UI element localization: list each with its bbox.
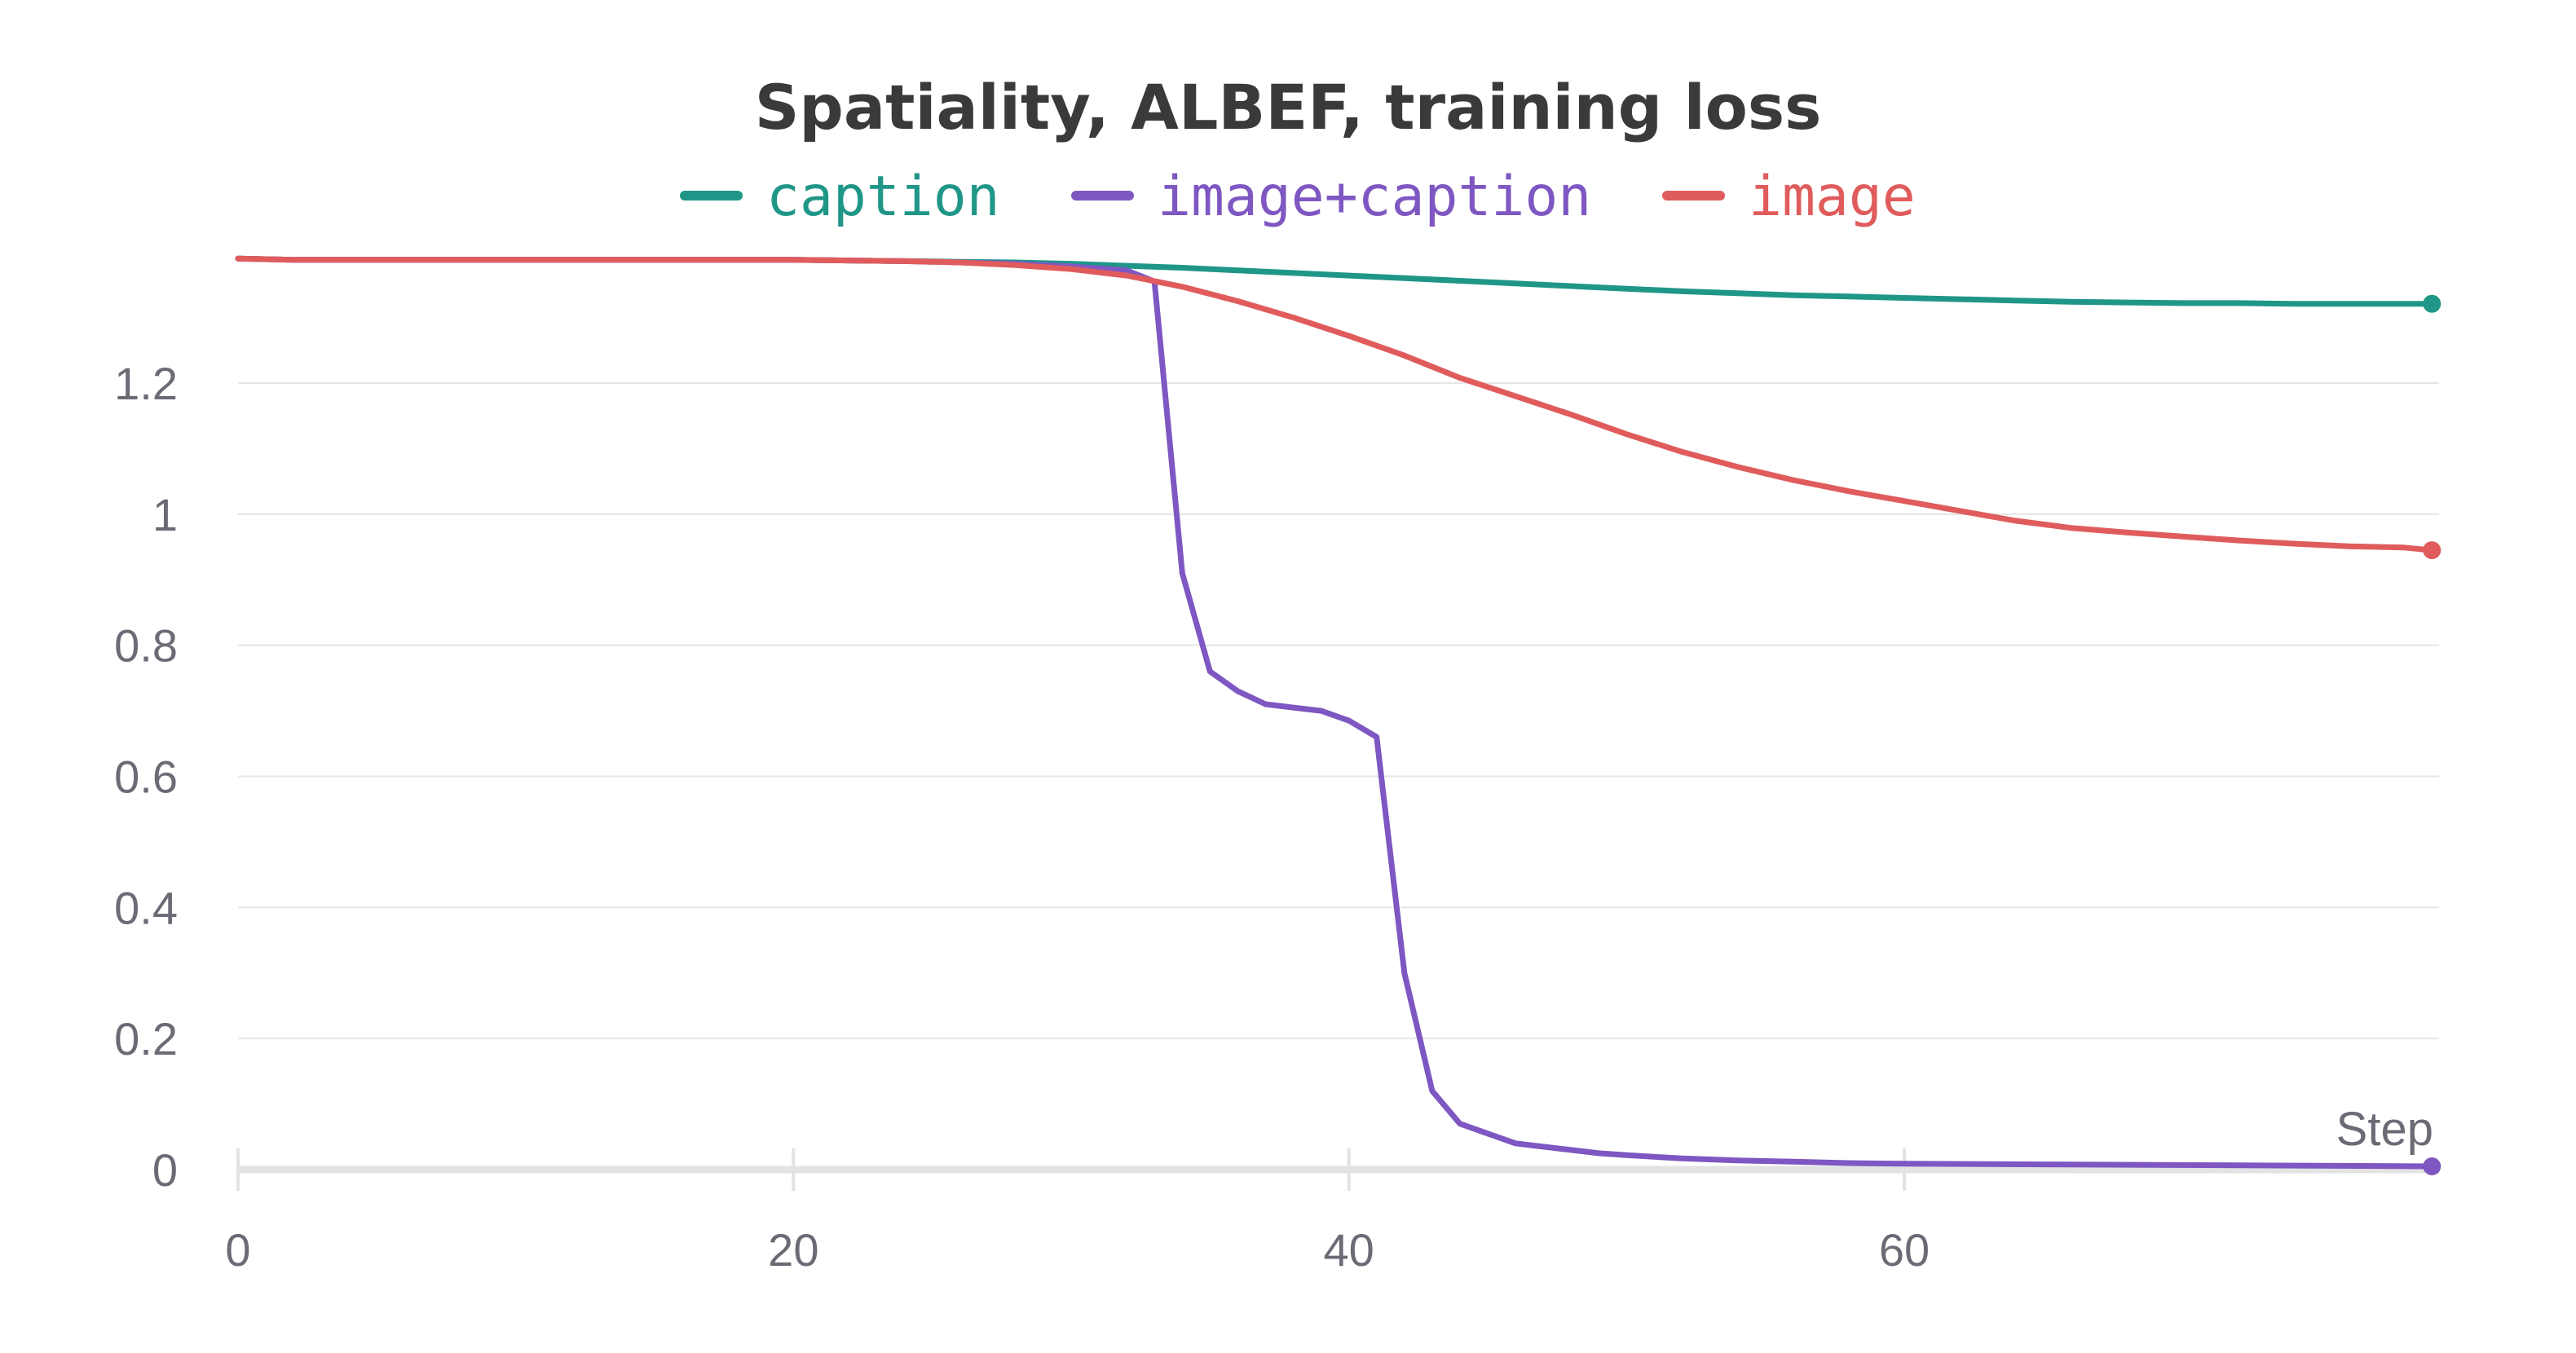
legend-item-caption[interactable]: caption xyxy=(680,165,1000,229)
x-axis-label: Step xyxy=(2336,1103,2433,1156)
x-tick-label: 40 xyxy=(1324,1224,1374,1276)
y-tick-label: 0.4 xyxy=(114,882,178,933)
series-end-point-image[interactable] xyxy=(2423,541,2441,560)
series-line-image-caption xyxy=(235,255,2435,1170)
x-tick-label: 0 xyxy=(225,1224,250,1276)
legend-label-image-caption: image+caption xyxy=(1158,165,1591,229)
legend-label-caption: caption xyxy=(766,165,1000,229)
series-layer xyxy=(235,255,2441,1175)
series-line-image xyxy=(235,255,2435,553)
legend: caption image+caption image xyxy=(680,165,1916,229)
y-axis: 0 0.2 0.4 0.6 0.8 1 1.2 xyxy=(114,358,178,1196)
y-tick-label: 0 xyxy=(152,1144,178,1196)
series-end-point-caption[interactable] xyxy=(2423,294,2441,313)
y-tick-label: 1 xyxy=(152,489,178,540)
y-tick-label: 1.2 xyxy=(114,358,178,409)
x-tick-label: 20 xyxy=(768,1224,818,1276)
x-tick-label: 60 xyxy=(1879,1224,1930,1276)
legend-label-image: image xyxy=(1749,165,1916,229)
series-line-caption xyxy=(235,255,2435,307)
series-end-point-image-caption[interactable] xyxy=(2423,1157,2441,1175)
legend-item-image-caption[interactable]: image+caption xyxy=(1071,165,1591,229)
grid-lines xyxy=(238,382,2439,1040)
y-tick-label: 0.6 xyxy=(114,751,178,803)
x-axis: 0 20 40 60 xyxy=(225,1148,2439,1276)
legend-item-image[interactable]: image xyxy=(1662,165,1916,229)
y-tick-label: 0.2 xyxy=(114,1013,178,1064)
chart-title: Spatiality, ALBEF, training loss xyxy=(755,71,1822,143)
y-tick-label: 0.8 xyxy=(114,620,178,672)
